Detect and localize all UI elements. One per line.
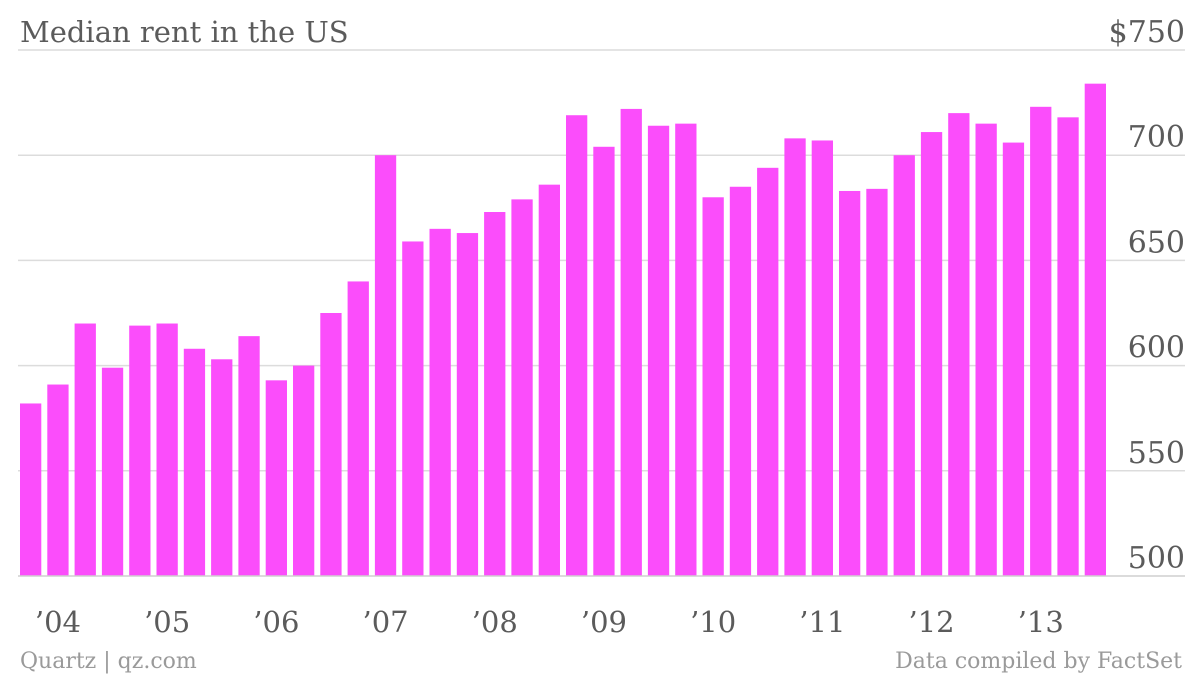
source-credit-left: Quartz | qz.com [20, 649, 197, 674]
bar [729, 186, 752, 576]
x-tick-label: ’05 [144, 605, 190, 639]
y-tick-label: 700 [1128, 120, 1185, 155]
bar [757, 167, 779, 576]
bar [156, 323, 178, 576]
x-tick-label: ’12 [908, 605, 954, 639]
bar [456, 233, 479, 577]
bar [1030, 106, 1052, 576]
x-tick-label: ’04 [35, 605, 81, 639]
bar [784, 138, 806, 576]
y-tick-label: 500 [1128, 541, 1185, 576]
bar [811, 140, 833, 576]
bar [484, 212, 506, 576]
bar [74, 323, 96, 576]
bar [975, 123, 997, 576]
bar [511, 199, 533, 576]
x-tick-label: ’07 [362, 605, 408, 639]
chart-title: Median rent in the US [20, 15, 349, 49]
bar [20, 403, 42, 576]
bar [1002, 142, 1025, 576]
bar [647, 125, 670, 577]
bar [320, 313, 342, 576]
bar [402, 241, 424, 576]
bar [948, 113, 970, 577]
bar [129, 325, 151, 576]
bar [675, 123, 697, 576]
y-tick-label: 600 [1128, 331, 1185, 366]
x-tick-label: ’13 [1018, 605, 1064, 639]
x-tick-label: ’08 [472, 605, 518, 639]
x-tick-label: ’09 [581, 605, 627, 639]
x-tick-label: ’06 [253, 605, 299, 639]
bar [702, 197, 724, 576]
y-axis-tick-labels: 500 550 600 650 700 $750 [1109, 15, 1185, 576]
bar [893, 155, 915, 576]
bar [47, 384, 69, 576]
bar [1084, 83, 1106, 576]
bar [839, 190, 861, 576]
x-tick-label: ’11 [799, 605, 845, 639]
bar [593, 146, 615, 576]
bar [211, 359, 233, 576]
bar [238, 336, 260, 576]
bar [866, 188, 888, 577]
bar [374, 155, 397, 576]
x-tick-label: ’10 [690, 605, 736, 639]
bar [265, 380, 287, 576]
bar [101, 367, 124, 576]
bars [20, 83, 1106, 577]
bar [620, 108, 642, 576]
bar [1057, 117, 1079, 576]
y-tick-label: $750 [1109, 15, 1185, 50]
bar [566, 115, 588, 576]
bar [347, 281, 369, 576]
bar [429, 228, 451, 576]
y-tick-label: 550 [1128, 436, 1185, 471]
source-credit-right: Data compiled by FactSet [895, 649, 1182, 674]
bar [183, 348, 206, 576]
bar [293, 365, 315, 576]
y-tick-label: 650 [1128, 225, 1185, 260]
x-axis-tick-labels: ’04 ’05 ’06 ’07 ’08 ’09 ’10 ’11 ’12 ’13 [35, 605, 1064, 639]
bar [920, 132, 943, 576]
bar [538, 184, 560, 576]
